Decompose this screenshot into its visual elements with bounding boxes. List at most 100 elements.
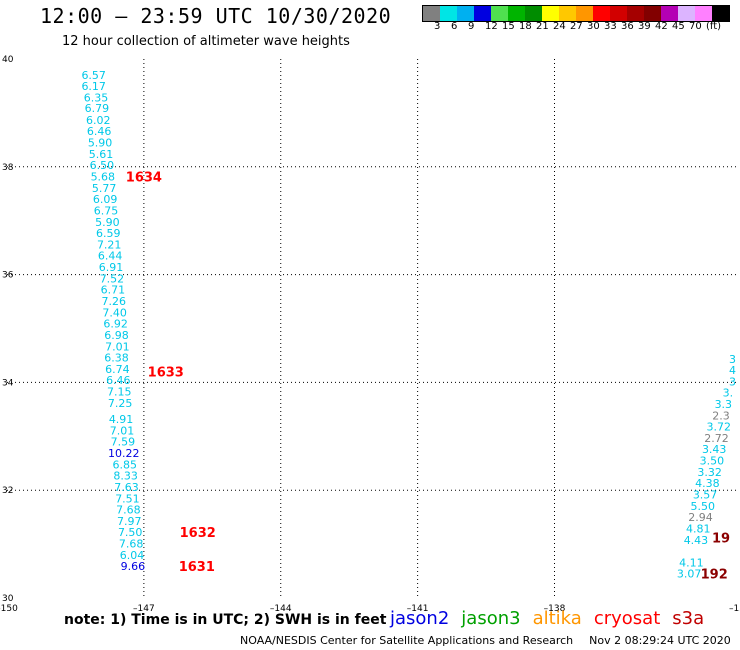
colorbar-swatch [712, 6, 729, 21]
footer-org: NOAA/NESDIS Center for Satellite Applica… [240, 634, 574, 647]
y-tick-label: 30 [2, 594, 14, 604]
wave-height-point: 3.07 [677, 568, 702, 581]
time-label: 19 [712, 532, 730, 547]
wave-height-point: 2.94 [688, 511, 713, 524]
x-tick-label: –144 [270, 604, 292, 614]
wave-height-point: 7.40 [102, 306, 127, 319]
wave-height-point: 5.61 [89, 148, 114, 161]
wave-height-point: 7.21 [97, 238, 122, 251]
wave-height-point: 6.92 [103, 318, 128, 331]
legend-altika: altika [532, 608, 582, 629]
wave-height-point: 5.90 [88, 137, 113, 150]
wave-height-point: 4.43 [684, 534, 709, 547]
wave-height-point: 7.26 [102, 295, 127, 308]
colorbar-label: 21 [536, 21, 549, 32]
wave-height-point: 7.68 [119, 538, 144, 551]
colorbar-swatch [508, 6, 525, 21]
wave-height-point: 3. [723, 387, 734, 400]
wave-height-point: 3.72 [707, 421, 732, 434]
wave-height-point: 6.17 [81, 80, 106, 93]
colorbar-swatch [457, 6, 474, 21]
x-tick-label: –150 [0, 604, 18, 614]
wave-height-point: 4.81 [686, 522, 711, 535]
wave-height-colorbar [422, 5, 730, 22]
colorbar-label: 24 [553, 21, 566, 32]
wave-height-point: 5.90 [95, 216, 120, 229]
wave-height-point: 6.38 [104, 352, 129, 365]
time-label: 1633 [148, 366, 184, 381]
x-tick-label: –147 [133, 604, 155, 614]
wave-height-point: 8.33 [113, 470, 138, 483]
wave-height-point: 6.46 [106, 374, 131, 387]
y-tick-label: 40 [2, 55, 14, 65]
colorbar-swatch [559, 6, 576, 21]
wave-height-point: 5.50 [691, 500, 716, 513]
colorbar-swatch [423, 6, 440, 21]
wave-height-point: 6.46 [87, 125, 112, 138]
wave-height-point: 2.72 [704, 432, 729, 445]
wave-height-point: 7.01 [105, 340, 130, 353]
colorbar-label: 9 [468, 21, 475, 32]
colorbar-label: 3 [434, 21, 441, 32]
colorbar-label: 30 [587, 21, 600, 32]
y-tick-label: 38 [2, 163, 14, 173]
time-labels: 1634 1633 1632 1631 19 192 [126, 171, 730, 583]
wave-height-point: 7.01 [110, 424, 135, 437]
colorbar-swatch [525, 6, 542, 21]
legend-jason3: jason3 [461, 608, 521, 629]
colorbar-label: 42 [655, 21, 668, 32]
colorbar-swatch [644, 6, 661, 21]
colorbar-label: 36 [621, 21, 634, 32]
wave-height-point: 3.32 [697, 466, 722, 479]
wave-height-point: 6.74 [105, 363, 130, 376]
colorbar-label: 15 [502, 21, 515, 32]
wave-height-point: 6.85 [112, 458, 137, 471]
wave-height-point: 3 [729, 353, 736, 366]
wave-height-point: 6.79 [85, 102, 110, 115]
wave-height-point: 6.09 [93, 193, 118, 206]
satellite-legend: jason2 jason3 altika cryosat s3a [390, 608, 716, 629]
time-label: 1631 [179, 560, 215, 575]
x-tick-label: –13 [729, 604, 740, 614]
x-tick-label: –138 [544, 604, 566, 614]
colorbar-labels: 3 6 9 12 15 18 21 24 27 30 33 36 39 42 45 70 (ft) [422, 21, 740, 35]
colorbar-label: 18 [519, 21, 532, 32]
units-note: note: 1) Time is in UTC; 2) SWH is in fe… [64, 612, 387, 628]
colorbar-swatch [678, 6, 695, 21]
time-label: 1634 [126, 171, 162, 186]
colorbar-label: 39 [638, 21, 651, 32]
wave-height-point: 7.59 [111, 436, 136, 449]
wave-height-point: 6.02 [86, 114, 111, 127]
colorbar-swatch [593, 6, 610, 21]
colorbar-label: 70 [689, 21, 702, 32]
wave-height-point: 3.57 [693, 489, 718, 502]
colorbar-label: 45 [672, 21, 685, 32]
time-label: 192 [701, 568, 728, 583]
y-tick-label: 34 [2, 378, 14, 388]
wave-height-point: 3.50 [700, 455, 725, 468]
wave-height-point: 5.77 [92, 182, 117, 195]
colorbar-swatch [576, 6, 593, 21]
legend-jason2: jason2 [390, 608, 450, 629]
footer-timestamp: Nov 2 08:29:24 UTC 2020 [589, 634, 731, 647]
chart-title: 12:00 – 23:59 UTC 10/30/2020 [40, 4, 392, 28]
legend-cryosat: cryosat [593, 608, 661, 629]
colorbar-swatch [474, 6, 491, 21]
wave-height-point: 6.57 [81, 69, 106, 82]
colorbar-swatch [491, 6, 508, 21]
wave-height-point: 7.63 [114, 481, 139, 494]
wave-height-point: 2.3 [712, 409, 730, 422]
colorbar-swatch [440, 6, 457, 21]
colorbar-swatch [610, 6, 627, 21]
wave-height-point: 7.25 [108, 397, 133, 410]
chart-subtitle: 12 hour collection of altimeter wave hei… [62, 34, 350, 49]
colorbar-swatch [627, 6, 644, 21]
wave-height-point: 7.52 [100, 272, 125, 285]
wave-height-point: 7.51 [115, 492, 140, 505]
wave-height-point: 6.75 [94, 204, 119, 217]
colorbar-label: 27 [570, 21, 583, 32]
wave-height-point: 6.71 [101, 284, 126, 297]
y-tick-label: 36 [2, 271, 14, 281]
x-tick-label: –141 [407, 604, 429, 614]
